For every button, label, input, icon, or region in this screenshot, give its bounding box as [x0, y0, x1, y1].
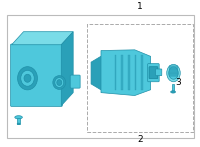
Polygon shape — [61, 32, 73, 106]
Text: 2: 2 — [137, 135, 143, 144]
Ellipse shape — [17, 123, 20, 125]
Ellipse shape — [169, 67, 178, 79]
Polygon shape — [91, 56, 102, 90]
Ellipse shape — [57, 80, 62, 85]
Text: 3: 3 — [176, 78, 181, 87]
Polygon shape — [12, 32, 73, 45]
Ellipse shape — [167, 64, 180, 82]
Ellipse shape — [53, 76, 66, 89]
FancyBboxPatch shape — [169, 66, 178, 69]
Bar — [172, 84, 174, 92]
Bar — [115, 55, 116, 90]
Bar — [17, 118, 20, 124]
Ellipse shape — [55, 78, 64, 87]
Ellipse shape — [171, 91, 175, 93]
Bar — [128, 55, 130, 90]
Text: 1: 1 — [137, 2, 143, 11]
Bar — [141, 55, 143, 90]
Bar — [7, 15, 194, 138]
FancyBboxPatch shape — [11, 44, 62, 106]
Bar — [121, 55, 123, 90]
Ellipse shape — [18, 67, 37, 90]
FancyBboxPatch shape — [70, 75, 80, 88]
FancyBboxPatch shape — [149, 67, 158, 78]
FancyBboxPatch shape — [149, 67, 158, 78]
FancyBboxPatch shape — [169, 69, 178, 73]
Ellipse shape — [21, 70, 34, 86]
FancyBboxPatch shape — [148, 64, 159, 82]
Ellipse shape — [15, 116, 22, 119]
FancyBboxPatch shape — [169, 73, 178, 76]
Bar — [135, 55, 136, 90]
Bar — [87, 24, 193, 132]
Polygon shape — [101, 50, 151, 96]
Ellipse shape — [24, 74, 31, 82]
FancyBboxPatch shape — [156, 69, 162, 76]
